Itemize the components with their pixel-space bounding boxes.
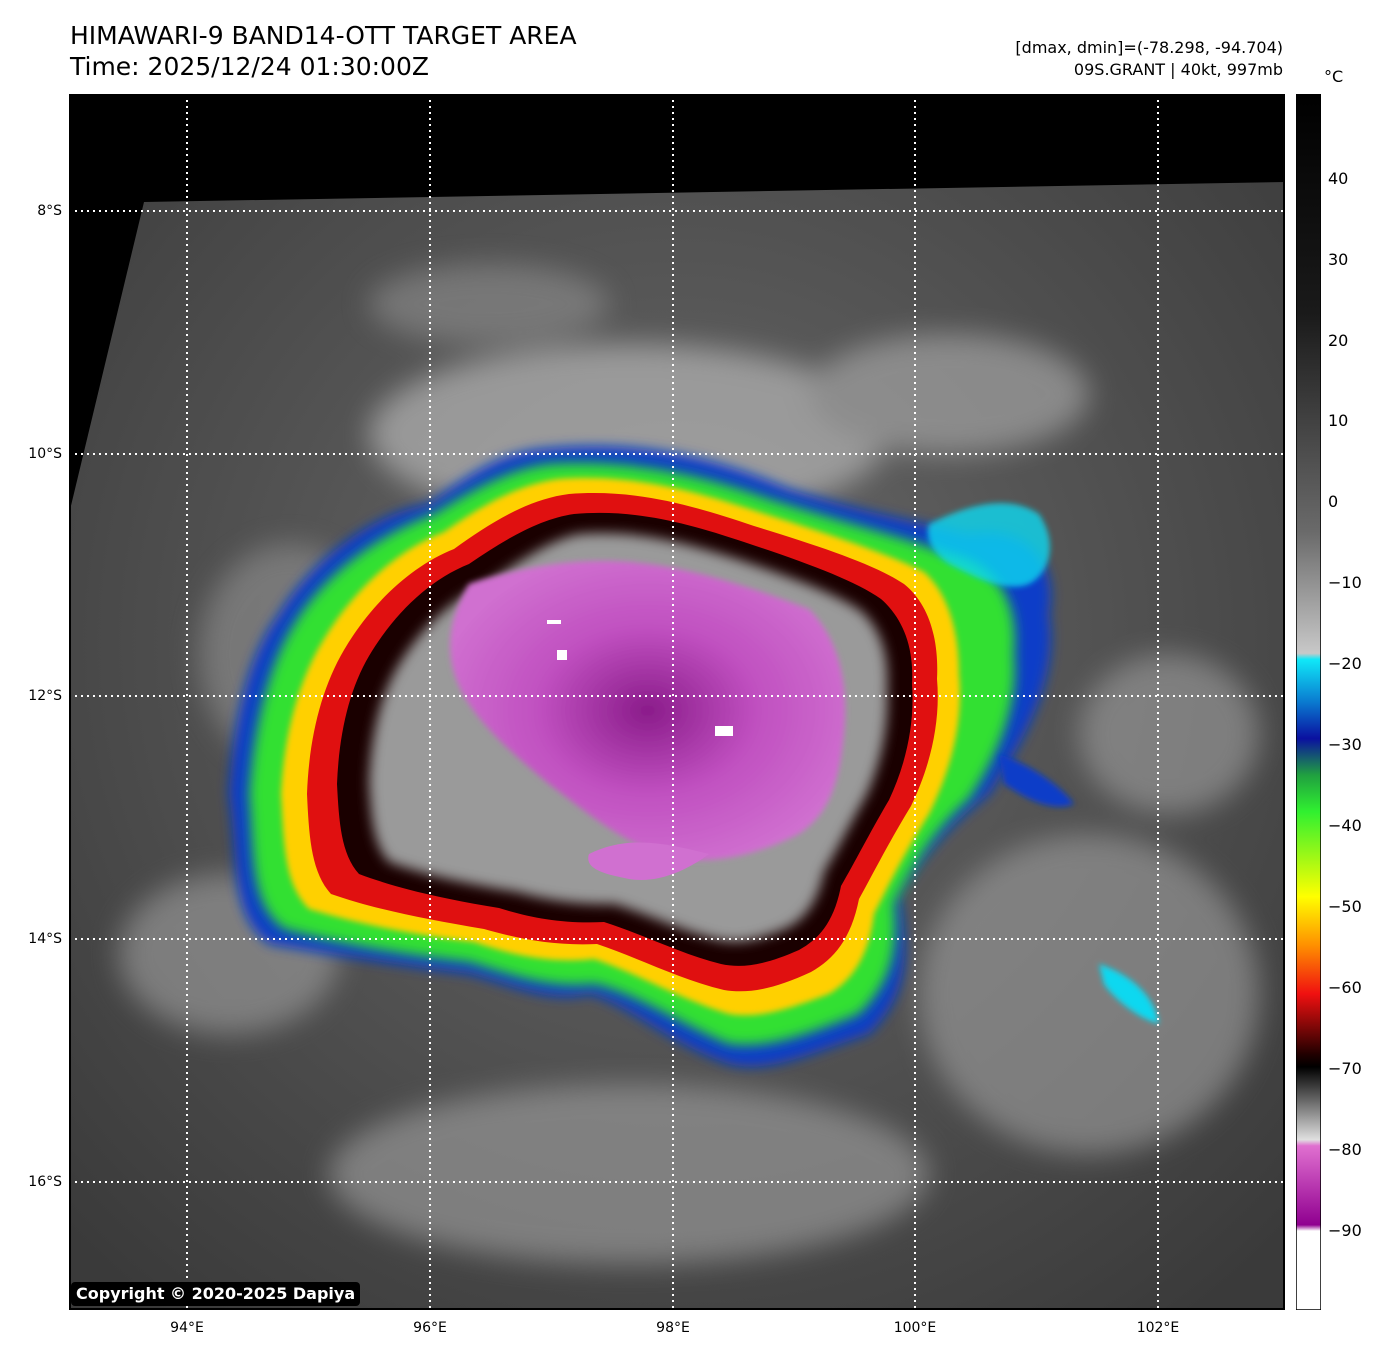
- title-time: Time: 2025/12/24 01:30:00Z: [70, 52, 429, 81]
- lon-label-102e: 102°E: [1136, 1320, 1180, 1336]
- chart-title: HIMAWARI-9 BAND14-OTT TARGET AREA Time: …: [70, 20, 577, 82]
- lat-label-16s: 16°S: [28, 1174, 62, 1190]
- colorbar-tick: −70: [1328, 1059, 1362, 1078]
- satellite-image: [69, 94, 1285, 1310]
- colorbar-tick: −50: [1328, 897, 1362, 916]
- colorbar-tick: −40: [1328, 816, 1362, 835]
- storm-name-label: 09S.GRANT | 40kt, 997mb: [1073, 60, 1283, 79]
- colorbar-tick: 30: [1328, 250, 1349, 269]
- colorbar-tick: −30: [1328, 735, 1362, 754]
- lat-label-14s: 14°S: [28, 931, 62, 947]
- lon-label-98e: 98°E: [656, 1320, 690, 1336]
- colorbar-tick: 40: [1328, 169, 1349, 188]
- lat-label-10s: 10°S: [28, 446, 62, 462]
- colorbar-tick: −10: [1328, 573, 1362, 592]
- colorbar: [1295, 93, 1322, 1311]
- colorbar-tick: 20: [1328, 331, 1349, 350]
- lon-label-94e: 94°E: [170, 1320, 204, 1336]
- storm-info: [dmax, dmin]=(-78.298, -94.704) 09S.GRAN…: [1015, 37, 1283, 81]
- copyright-label: Copyright © 2020-2025 Dapiya: [71, 1282, 361, 1306]
- dmax-dmin-label: [dmax, dmin]=(-78.298, -94.704): [1015, 38, 1283, 57]
- colorbar-tick: 10: [1328, 411, 1349, 430]
- lon-label-96e: 96°E: [413, 1320, 447, 1336]
- storm-convection: [229, 445, 1159, 1067]
- coldest-pixels: [715, 726, 733, 736]
- colorbar-tick: −20: [1328, 654, 1362, 673]
- colorbar-tick: 0: [1328, 492, 1339, 511]
- colorbar-tick: −80: [1328, 1140, 1362, 1159]
- colorbar-tick: −60: [1328, 978, 1362, 997]
- title-product: HIMAWARI-9 BAND14-OTT TARGET AREA: [70, 21, 577, 50]
- lat-label-12s: 12°S: [28, 688, 62, 704]
- lat-label-8s: 8°S: [37, 203, 62, 219]
- colorbar-tick: −90: [1328, 1221, 1362, 1240]
- lon-label-100e: 100°E: [893, 1320, 937, 1336]
- graticule: [69, 94, 1285, 1310]
- colorbar-unit: °C: [1324, 67, 1344, 86]
- space-region: [69, 94, 1285, 514]
